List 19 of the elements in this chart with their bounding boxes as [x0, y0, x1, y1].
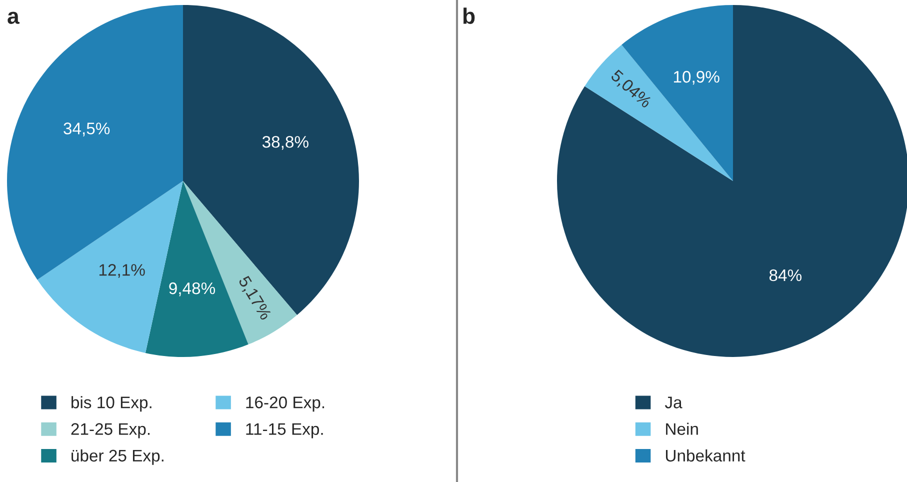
legend-label: bis 10 Exp.: [72, 396, 152, 412]
chart-title: b: [463, 8, 475, 24]
legend-label: über 25 Exp.: [72, 449, 164, 465]
data-label: 34,5%: [64, 122, 110, 136]
pie-slice: [7, 5, 183, 280]
legend-label: Nein: [666, 422, 698, 435]
chart-title: a: [8, 12, 20, 24]
pie-slice: [584, 44, 733, 181]
data-label: 9,48%: [169, 282, 216, 296]
data-label: 84%: [769, 269, 802, 282]
legend-label: 11-15 Exp.: [246, 423, 323, 438]
legend-label: 21-25 Exp.: [71, 423, 150, 438]
legend-label: Unbekannt: [666, 449, 746, 462]
data-label: 12,1%: [99, 264, 145, 278]
legend-label: 16-20 Exp.: [246, 396, 324, 412]
data-label: 38,8%: [262, 136, 308, 150]
data-label: 10,9%: [674, 70, 720, 85]
legend-label: Ja: [664, 396, 682, 408]
pie-slice: [557, 5, 907, 357]
